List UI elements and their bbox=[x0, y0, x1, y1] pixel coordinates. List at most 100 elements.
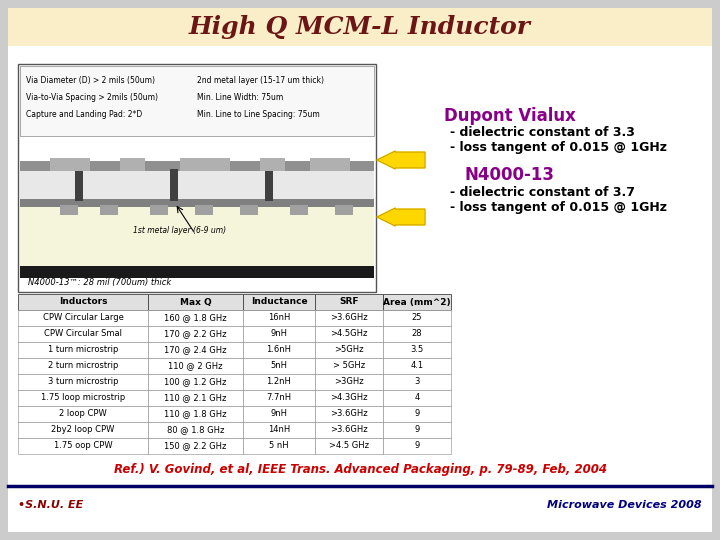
Text: 1.75 loop microstrip: 1.75 loop microstrip bbox=[41, 394, 125, 402]
FancyBboxPatch shape bbox=[315, 374, 383, 390]
Text: Area (mm^2): Area (mm^2) bbox=[383, 298, 451, 307]
FancyBboxPatch shape bbox=[148, 390, 243, 406]
Text: CPW Circular Smal: CPW Circular Smal bbox=[44, 329, 122, 339]
FancyBboxPatch shape bbox=[290, 205, 308, 215]
Text: Inductors: Inductors bbox=[59, 298, 107, 307]
Text: 4: 4 bbox=[415, 394, 420, 402]
Text: 2nd metal layer (15-17 um thick): 2nd metal layer (15-17 um thick) bbox=[197, 76, 324, 85]
FancyBboxPatch shape bbox=[243, 438, 315, 454]
FancyBboxPatch shape bbox=[383, 390, 451, 406]
Text: 5nH: 5nH bbox=[271, 361, 287, 370]
Polygon shape bbox=[377, 151, 425, 169]
Text: - loss tangent of 0.015 @ 1GHz: - loss tangent of 0.015 @ 1GHz bbox=[450, 141, 667, 154]
Text: 110 @ 2.1 GHz: 110 @ 2.1 GHz bbox=[164, 394, 227, 402]
Text: >3.6GHz: >3.6GHz bbox=[330, 426, 368, 435]
FancyBboxPatch shape bbox=[195, 205, 213, 215]
Text: 9: 9 bbox=[415, 426, 420, 435]
FancyBboxPatch shape bbox=[335, 205, 353, 215]
Text: 110 @ 1.8 GHz: 110 @ 1.8 GHz bbox=[164, 409, 227, 418]
Text: >4.5 GHz: >4.5 GHz bbox=[329, 442, 369, 450]
Text: Min. Line to Line Spacing: 75um: Min. Line to Line Spacing: 75um bbox=[197, 110, 320, 119]
FancyBboxPatch shape bbox=[315, 390, 383, 406]
Text: Via-to-Via Spacing > 2mils (50um): Via-to-Via Spacing > 2mils (50um) bbox=[26, 93, 158, 102]
FancyBboxPatch shape bbox=[260, 158, 285, 171]
Text: >3.6GHz: >3.6GHz bbox=[330, 314, 368, 322]
FancyBboxPatch shape bbox=[148, 374, 243, 390]
FancyBboxPatch shape bbox=[20, 66, 374, 136]
Text: 1.75 oop CPW: 1.75 oop CPW bbox=[54, 442, 112, 450]
Text: 25: 25 bbox=[412, 314, 422, 322]
FancyBboxPatch shape bbox=[310, 158, 350, 171]
Text: 170 @ 2.2 GHz: 170 @ 2.2 GHz bbox=[164, 329, 227, 339]
Text: 5 nH: 5 nH bbox=[269, 442, 289, 450]
Text: 150 @ 2.2 GHz: 150 @ 2.2 GHz bbox=[164, 442, 227, 450]
Text: - dielectric constant of 3.3: - dielectric constant of 3.3 bbox=[450, 126, 635, 139]
FancyBboxPatch shape bbox=[18, 358, 148, 374]
FancyBboxPatch shape bbox=[20, 171, 374, 199]
FancyBboxPatch shape bbox=[243, 406, 315, 422]
Text: 1.2nH: 1.2nH bbox=[266, 377, 292, 387]
FancyBboxPatch shape bbox=[18, 438, 148, 454]
Text: 80 @ 1.8 GHz: 80 @ 1.8 GHz bbox=[167, 426, 224, 435]
Text: 170 @ 2.4 GHz: 170 @ 2.4 GHz bbox=[164, 346, 227, 354]
Text: >5GHz: >5GHz bbox=[334, 346, 364, 354]
Text: CPW Circular Large: CPW Circular Large bbox=[42, 314, 123, 322]
FancyBboxPatch shape bbox=[120, 158, 145, 171]
FancyBboxPatch shape bbox=[243, 374, 315, 390]
Text: 3 turn microstrip: 3 turn microstrip bbox=[48, 377, 118, 387]
FancyBboxPatch shape bbox=[240, 205, 258, 215]
FancyBboxPatch shape bbox=[18, 294, 148, 310]
Text: Microwave Devices 2008: Microwave Devices 2008 bbox=[547, 500, 702, 510]
Text: 9: 9 bbox=[415, 409, 420, 418]
Text: 9nH: 9nH bbox=[271, 409, 287, 418]
Text: 4.1: 4.1 bbox=[410, 361, 423, 370]
FancyBboxPatch shape bbox=[18, 326, 148, 342]
FancyBboxPatch shape bbox=[148, 342, 243, 358]
FancyBboxPatch shape bbox=[148, 438, 243, 454]
FancyBboxPatch shape bbox=[18, 64, 376, 292]
Text: 2 turn microstrip: 2 turn microstrip bbox=[48, 361, 118, 370]
Text: 3: 3 bbox=[414, 377, 420, 387]
Text: 28: 28 bbox=[412, 329, 423, 339]
FancyBboxPatch shape bbox=[315, 310, 383, 326]
FancyBboxPatch shape bbox=[100, 205, 118, 215]
Text: Min. Line Width: 75um: Min. Line Width: 75um bbox=[197, 93, 283, 102]
Text: >3.6GHz: >3.6GHz bbox=[330, 409, 368, 418]
Polygon shape bbox=[377, 208, 425, 226]
Text: Via Diameter (D) > 2 mils (50um): Via Diameter (D) > 2 mils (50um) bbox=[26, 76, 155, 85]
FancyBboxPatch shape bbox=[148, 326, 243, 342]
Text: 9nH: 9nH bbox=[271, 329, 287, 339]
Text: Dupont Vialux: Dupont Vialux bbox=[444, 107, 576, 125]
FancyBboxPatch shape bbox=[383, 374, 451, 390]
Text: SRF: SRF bbox=[339, 298, 359, 307]
Text: >3GHz: >3GHz bbox=[334, 377, 364, 387]
Text: Capture and Landing Pad: 2*D: Capture and Landing Pad: 2*D bbox=[26, 110, 143, 119]
FancyBboxPatch shape bbox=[243, 422, 315, 438]
Text: - loss tangent of 0.015 @ 1GHz: - loss tangent of 0.015 @ 1GHz bbox=[450, 200, 667, 213]
FancyBboxPatch shape bbox=[383, 358, 451, 374]
FancyBboxPatch shape bbox=[383, 422, 451, 438]
FancyBboxPatch shape bbox=[20, 207, 374, 266]
Text: - dielectric constant of 3.7: - dielectric constant of 3.7 bbox=[450, 186, 635, 199]
FancyBboxPatch shape bbox=[315, 326, 383, 342]
FancyBboxPatch shape bbox=[50, 158, 90, 171]
FancyBboxPatch shape bbox=[265, 169, 273, 201]
FancyBboxPatch shape bbox=[383, 294, 451, 310]
FancyBboxPatch shape bbox=[315, 358, 383, 374]
Text: Max Q: Max Q bbox=[179, 298, 212, 307]
Text: •S.N.U. EE: •S.N.U. EE bbox=[18, 500, 84, 510]
Text: 9: 9 bbox=[415, 442, 420, 450]
Text: 100 @ 1.2 GHz: 100 @ 1.2 GHz bbox=[164, 377, 227, 387]
FancyBboxPatch shape bbox=[315, 422, 383, 438]
Text: N4000-13™: 28 mil (700um) thick: N4000-13™: 28 mil (700um) thick bbox=[28, 278, 171, 287]
Text: 1 turn microstrip: 1 turn microstrip bbox=[48, 346, 118, 354]
FancyBboxPatch shape bbox=[383, 342, 451, 358]
FancyBboxPatch shape bbox=[18, 390, 148, 406]
Text: Ref.) V. Govind, et al, IEEE Trans. Advanced Packaging, p. 79-89, Feb, 2004: Ref.) V. Govind, et al, IEEE Trans. Adva… bbox=[114, 463, 606, 476]
Text: 2 loop CPW: 2 loop CPW bbox=[59, 409, 107, 418]
FancyBboxPatch shape bbox=[20, 161, 374, 171]
Text: 110 @ 2 GHz: 110 @ 2 GHz bbox=[168, 361, 222, 370]
Text: 160 @ 1.8 GHz: 160 @ 1.8 GHz bbox=[164, 314, 227, 322]
FancyBboxPatch shape bbox=[243, 358, 315, 374]
FancyBboxPatch shape bbox=[243, 310, 315, 326]
